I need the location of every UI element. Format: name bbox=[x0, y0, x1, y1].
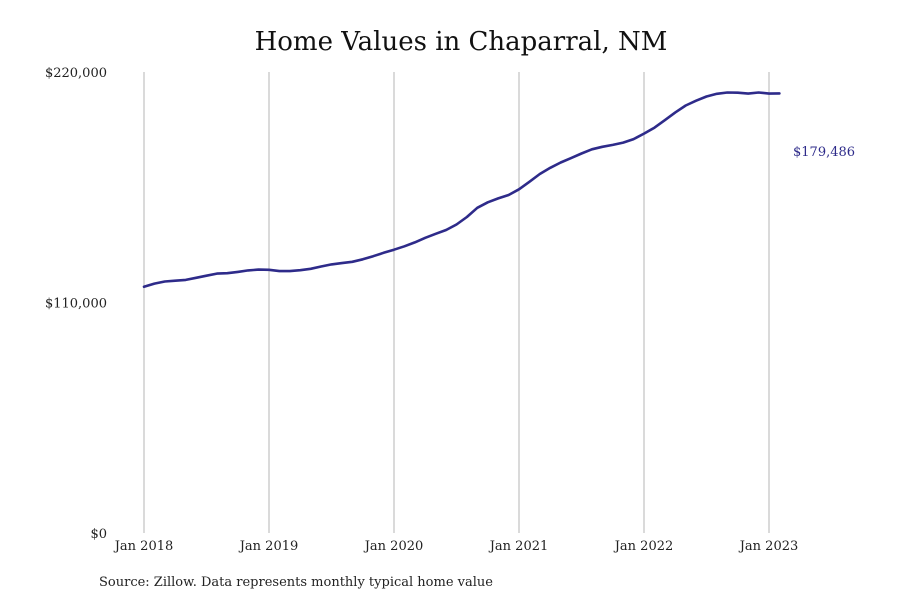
y-tick-label: $110,000 bbox=[45, 297, 107, 312]
last-value-label: $179,486 bbox=[793, 145, 855, 160]
grid-lines bbox=[143, 72, 770, 533]
home-value-line bbox=[142, 91, 781, 289]
y-axis-ticks: $0 $110,000 $220,000 bbox=[45, 66, 107, 542]
x-tick-label: Jan 2021 bbox=[488, 539, 549, 554]
chart-title: Home Values in Chaparral, NM bbox=[255, 27, 668, 57]
x-tick-label: Jan 2020 bbox=[363, 539, 424, 554]
y-tick-label: $220,000 bbox=[45, 66, 107, 81]
y-tick-label: $0 bbox=[90, 527, 107, 542]
x-tick-label: Jan 2023 bbox=[738, 539, 799, 554]
x-tick-label: Jan 2019 bbox=[238, 539, 299, 554]
x-tick-label: Jan 2022 bbox=[613, 539, 674, 554]
x-axis-ticks: Jan 2018 Jan 2019 Jan 2020 Jan 2021 Jan 2022… bbox=[113, 539, 799, 554]
source-note: Source: Zillow. Data represents monthly … bbox=[99, 575, 493, 590]
x-tick-label: Jan 2018 bbox=[113, 539, 174, 554]
